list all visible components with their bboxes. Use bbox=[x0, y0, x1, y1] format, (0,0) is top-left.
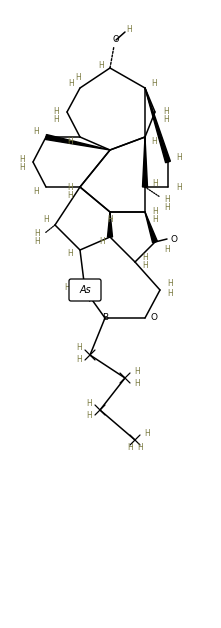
Polygon shape bbox=[46, 134, 110, 150]
Text: H: H bbox=[164, 195, 170, 203]
Text: O: O bbox=[170, 234, 177, 244]
Text: H: H bbox=[33, 126, 39, 136]
Text: H: H bbox=[19, 154, 25, 163]
Text: As: As bbox=[79, 285, 91, 295]
Text: H: H bbox=[167, 279, 173, 288]
FancyBboxPatch shape bbox=[69, 279, 101, 301]
Polygon shape bbox=[145, 88, 170, 163]
Text: H: H bbox=[76, 344, 82, 352]
Text: H: H bbox=[67, 190, 73, 200]
Text: H: H bbox=[19, 163, 25, 171]
Text: H: H bbox=[34, 229, 40, 237]
Text: H: H bbox=[86, 399, 92, 408]
Text: H: H bbox=[142, 254, 148, 263]
Text: H: H bbox=[163, 107, 169, 117]
Text: H: H bbox=[107, 215, 113, 224]
Text: H: H bbox=[76, 355, 82, 364]
Text: H: H bbox=[67, 136, 73, 146]
Text: H: H bbox=[151, 80, 157, 89]
Text: H: H bbox=[75, 73, 81, 82]
Text: H: H bbox=[99, 237, 105, 247]
Text: H: H bbox=[144, 430, 150, 438]
Text: H: H bbox=[134, 379, 140, 387]
Text: H: H bbox=[53, 114, 59, 124]
Text: H: H bbox=[152, 178, 158, 188]
Polygon shape bbox=[143, 137, 147, 187]
Text: H: H bbox=[34, 237, 40, 246]
Text: H: H bbox=[164, 246, 170, 254]
Text: H: H bbox=[33, 187, 39, 195]
Text: H: H bbox=[98, 62, 104, 70]
Text: O: O bbox=[151, 313, 158, 322]
Polygon shape bbox=[107, 212, 112, 237]
Text: B: B bbox=[102, 313, 108, 322]
Text: H: H bbox=[137, 443, 143, 453]
Text: H: H bbox=[152, 215, 158, 224]
Text: H: H bbox=[134, 367, 140, 376]
Text: H: H bbox=[43, 215, 49, 224]
Text: H: H bbox=[151, 136, 157, 146]
Text: H: H bbox=[67, 249, 73, 259]
Text: H: H bbox=[164, 202, 170, 212]
Text: H: H bbox=[176, 153, 182, 163]
Text: H: H bbox=[176, 183, 182, 192]
Text: H: H bbox=[167, 290, 173, 298]
Text: H: H bbox=[68, 80, 74, 89]
Text: H: H bbox=[86, 411, 92, 420]
Text: H: H bbox=[53, 107, 59, 117]
Text: O: O bbox=[113, 36, 119, 45]
Text: H: H bbox=[67, 183, 73, 192]
Text: H: H bbox=[64, 283, 70, 293]
Text: H: H bbox=[142, 261, 148, 271]
Text: H: H bbox=[163, 114, 169, 124]
Text: H: H bbox=[126, 24, 132, 33]
Text: H: H bbox=[152, 207, 158, 217]
Text: H: H bbox=[127, 443, 133, 453]
Polygon shape bbox=[145, 212, 157, 243]
